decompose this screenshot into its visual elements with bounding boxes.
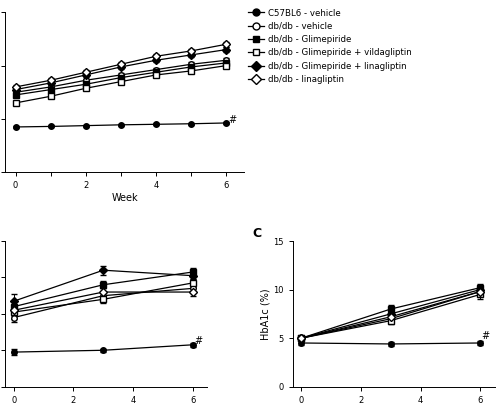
Text: #: # (482, 331, 490, 341)
X-axis label: Week: Week (111, 193, 138, 203)
Legend: C57BL6 - vehicle, db/db - vehicle, db/db - Glimepiride, db/db - Glimepiride + vi: C57BL6 - vehicle, db/db - vehicle, db/db… (248, 9, 412, 84)
Text: #: # (194, 336, 202, 346)
Text: C: C (252, 227, 261, 240)
Text: #: # (228, 115, 236, 125)
Y-axis label: HbA1c (%): HbA1c (%) (260, 288, 270, 340)
